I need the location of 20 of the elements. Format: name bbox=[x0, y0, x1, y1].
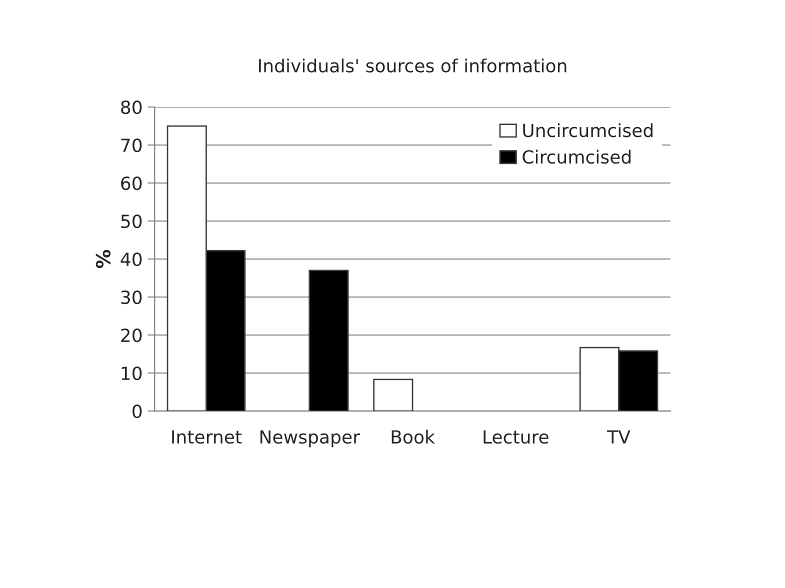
y-tick-label: 60 bbox=[121, 176, 142, 190]
y-tick-label: 30 bbox=[121, 290, 142, 304]
y-tick-label: 70 bbox=[121, 138, 142, 152]
y-tick-label: 0 bbox=[132, 404, 142, 418]
x-tick-label: TV bbox=[607, 430, 630, 444]
y-axis-title: % bbox=[96, 250, 111, 268]
bar bbox=[308, 270, 349, 412]
y-tick-label: 20 bbox=[121, 328, 142, 342]
x-tick-label: Newspaper bbox=[260, 430, 360, 448]
chart-title: Individuals' sources of information bbox=[259, 58, 566, 73]
y-tick-label: 50 bbox=[121, 214, 142, 228]
x-tick-label: Book bbox=[392, 430, 435, 444]
legend-label: Circumcised bbox=[522, 150, 631, 164]
legend-label: Uncircumcised bbox=[523, 123, 652, 138]
y-tick-label: 10 bbox=[122, 366, 142, 380]
y-tick-label: 40 bbox=[120, 252, 142, 266]
x-tick-label: Internet bbox=[172, 430, 242, 444]
x-tick-label: Lecture bbox=[484, 430, 548, 444]
y-tick-label: 80 bbox=[121, 100, 142, 114]
bar bbox=[373, 378, 414, 412]
